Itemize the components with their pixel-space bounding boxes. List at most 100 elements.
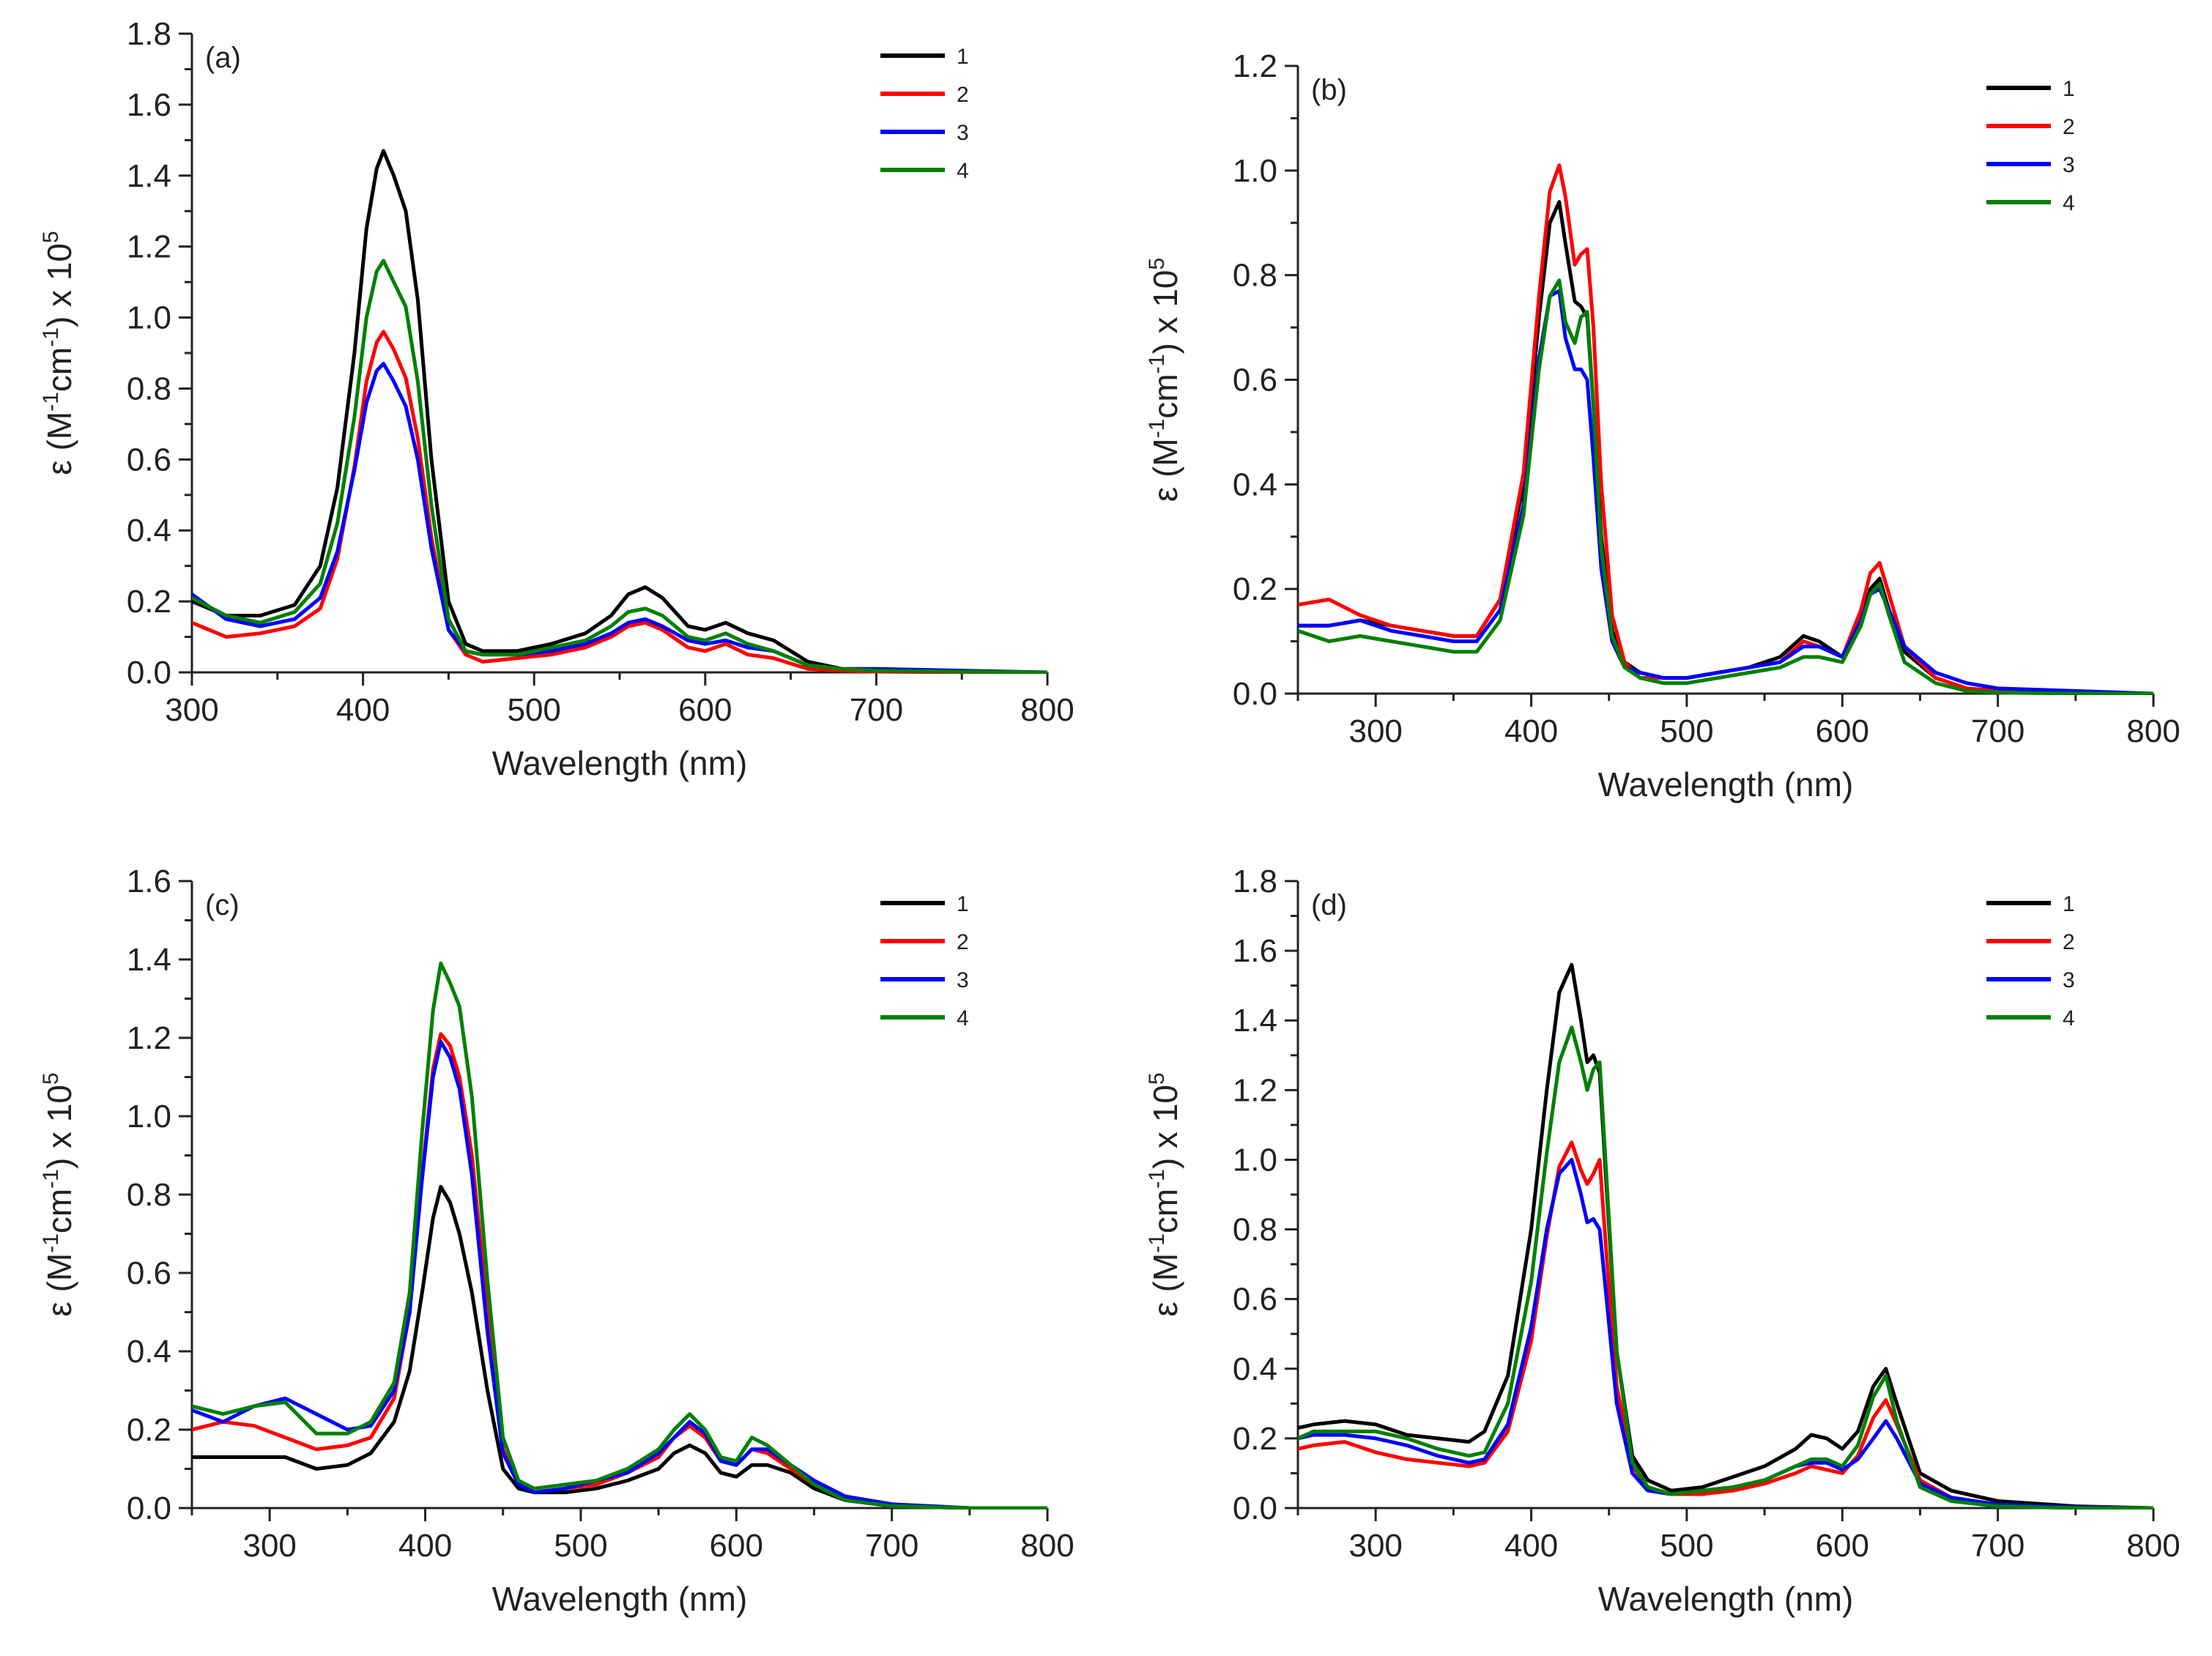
y-tick-label: 0.0 (127, 655, 171, 691)
legend-label: 4 (957, 159, 969, 183)
y-tick-label: 1.8 (127, 16, 171, 52)
legend-label: 2 (2063, 930, 2075, 954)
y-tick-label: 1.0 (1233, 1142, 1277, 1178)
series-line-3 (192, 362, 1047, 674)
y-tick-label: 0.4 (1233, 467, 1277, 502)
series-line-1 (1298, 200, 2153, 695)
series-line-1 (1298, 962, 2153, 1510)
y-axis-title-part: -1 (1145, 1233, 1169, 1253)
y-axis-title-part: 5 (1145, 1072, 1169, 1085)
series-line-4 (1298, 1025, 2153, 1510)
x-tick-label: 400 (398, 1528, 452, 1564)
panel-label: (c) (205, 889, 240, 921)
y-tick-label: 0.2 (127, 584, 171, 620)
legend-label: 4 (2063, 191, 2075, 215)
y-tick-label: 1.2 (127, 1020, 171, 1056)
x-tick-label: 500 (1660, 1528, 1713, 1564)
y-tick-label: 1.6 (1233, 933, 1277, 969)
legend-label: 4 (2063, 1006, 2075, 1031)
y-axis-title-part: 5 (1145, 258, 1169, 270)
chart-panel: 0.0 0.2 0.4 0.6 0.8 1.0 1.2 300 400 500 600 700 800 W… (1145, 48, 2181, 803)
x-tick-label: 700 (1971, 1528, 2024, 1564)
y-axis-title-part: ) x 10 (40, 243, 78, 327)
y-tick-label: 0.8 (1233, 258, 1277, 294)
x-tick-label: 300 (1348, 1528, 1402, 1564)
y-axis-title-part: ) x 10 (1146, 270, 1184, 354)
y-axis-title-part: cm (40, 1189, 78, 1233)
y-tick-label: 1.0 (1233, 153, 1277, 189)
legend-label: 1 (2063, 77, 2075, 101)
legend-label: 1 (957, 892, 969, 916)
y-tick-label: 0.4 (127, 1334, 171, 1370)
y-tick-label: 1.2 (1233, 1072, 1277, 1108)
x-tick-label: 800 (1020, 1528, 1074, 1564)
y-tick-label: 1.2 (1233, 48, 1277, 84)
y-tick-label: 0.6 (1233, 363, 1277, 398)
y-tick-label: 0.6 (127, 1255, 171, 1291)
y-tick-label: 1.6 (127, 87, 171, 123)
y-axis-title-part: cm (1146, 1189, 1184, 1233)
x-tick-label: 700 (865, 1528, 918, 1564)
y-axis-title-part: cm (1146, 374, 1184, 418)
x-tick-label: 400 (1504, 1528, 1558, 1564)
x-tick-label: 300 (165, 692, 218, 728)
y-tick-label: 0.4 (127, 513, 171, 549)
y-tick-label: 1.2 (127, 229, 171, 265)
legend-label: 3 (2063, 968, 2075, 992)
x-tick-label: 600 (678, 692, 732, 728)
y-axis-title-part: -1 (39, 327, 63, 347)
y-axis-title: ε (M-1cm-1) x 105 (39, 1072, 78, 1316)
series-group (192, 961, 1047, 1510)
x-tick-label: 500 (1660, 713, 1713, 749)
y-tick-label: 0.6 (1233, 1282, 1277, 1318)
series-line-1 (192, 1184, 1047, 1510)
y-axis-title-part: -1 (1145, 354, 1169, 374)
y-axis-title-part: cm (40, 347, 78, 392)
legend-label: 1 (957, 45, 969, 69)
y-axis-title-part: 5 (39, 1072, 63, 1085)
x-axis-title: Wavelength (nm) (492, 1580, 748, 1618)
chart-panel: 0.0 0.2 0.4 0.6 0.8 1.0 1.2 1.4 1.6 1.8 300 400 500 6… (1145, 864, 2181, 1618)
y-tick-label: 0.2 (127, 1412, 171, 1448)
y-tick-label: 0.2 (1233, 571, 1277, 607)
y-axis-title: ε (M-1cm-1) x 105 (1145, 258, 1184, 502)
y-axis-title-part: -1 (39, 1169, 63, 1189)
x-tick-label: 600 (1816, 713, 1869, 749)
series-group (1298, 163, 2153, 695)
legend-label: 2 (2063, 115, 2075, 139)
y-tick-label: 0.2 (1233, 1421, 1277, 1457)
y-axis-title: ε (M-1cm-1) x 105 (1145, 1072, 1184, 1316)
panel-label: (b) (1311, 74, 1347, 106)
y-tick-label: 1.4 (127, 158, 171, 194)
legend-label: 4 (957, 1006, 969, 1031)
x-axis-title: Wavelength (nm) (1598, 1580, 1854, 1618)
x-tick-label: 800 (2126, 1528, 2180, 1564)
y-axis-title-part: -1 (39, 392, 63, 412)
y-tick-label: 0.6 (127, 442, 171, 478)
y-tick-label: 0.4 (1233, 1351, 1277, 1387)
x-axis-title: Wavelength (nm) (1598, 765, 1854, 803)
y-axis-title-part: -1 (39, 1233, 63, 1253)
series-line-2 (1298, 163, 2153, 695)
x-tick-label: 600 (1816, 1528, 1869, 1564)
panel-label: (a) (205, 42, 241, 74)
y-axis-title-part: -1 (1145, 419, 1169, 439)
y-tick-label: 1.0 (127, 1099, 171, 1135)
x-tick-label: 500 (507, 692, 560, 728)
series-group (192, 149, 1047, 674)
x-tick-label: 800 (2126, 713, 2180, 749)
legend-label: 2 (957, 930, 969, 954)
y-axis-title: ε (M-1cm-1) x 105 (39, 231, 78, 475)
series-line-1 (192, 149, 1047, 674)
series-line-4 (1298, 278, 2153, 695)
series-group (1298, 962, 2153, 1510)
y-axis-title-part: ε (M (1146, 438, 1184, 502)
y-axis-title-part: ) x 10 (1146, 1085, 1184, 1169)
y-axis-title-part: -1 (1145, 1169, 1169, 1189)
y-axis-title-part: ε (M (40, 1253, 78, 1317)
x-tick-label: 300 (242, 1528, 296, 1564)
y-axis-title-part: ε (M (1146, 1253, 1184, 1317)
series-line-3 (1298, 1157, 2153, 1510)
y-tick-label: 0.8 (127, 371, 171, 406)
